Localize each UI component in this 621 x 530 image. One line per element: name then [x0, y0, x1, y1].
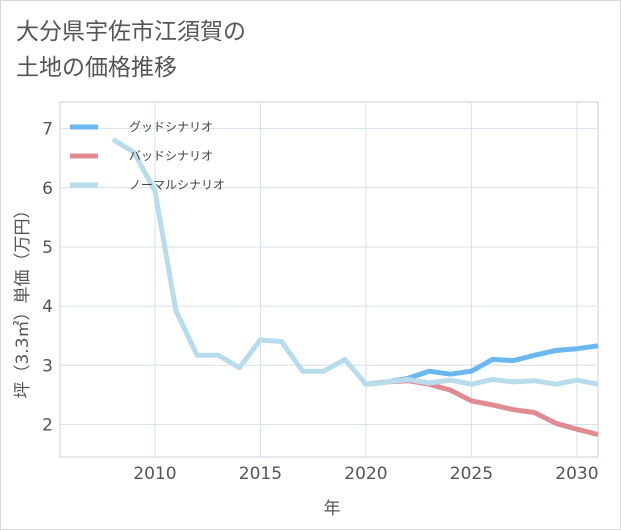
tick-labels: 2010 2015 2020 2025 2030 2 3 4 5 6 7	[42, 120, 598, 484]
legend-label-1: バッドシナリオ	[129, 149, 213, 163]
y-tick-label: 3	[42, 356, 53, 376]
series-line-2	[111, 137, 599, 387]
series-lines	[111, 137, 599, 437]
chart-title-line-2: 土地の価格推移	[16, 55, 177, 81]
x-tick-label: 2025	[450, 464, 493, 484]
y-axis-label: 坪（3.3㎡）単価（万円）	[13, 201, 33, 398]
y-tick-label: 5	[42, 238, 53, 258]
chart-title-line-1: 大分県宇佐市江須賀の	[16, 19, 246, 45]
x-tick-label: 2015	[239, 464, 282, 484]
legend-label-0: グッドシナリオ	[129, 120, 213, 134]
x-tick-label: 2020	[344, 464, 387, 484]
x-axis-label: 年	[324, 499, 341, 519]
plot-area	[59, 101, 599, 458]
y-tick-label: 4	[42, 297, 53, 317]
x-tick-label: 2030	[555, 464, 598, 484]
y-tick-label: 2	[42, 415, 53, 435]
x-tick-label: 2010	[133, 464, 176, 484]
y-tick-label: 7	[42, 120, 53, 140]
grid	[60, 102, 598, 457]
legend-label-2: ノーマルシナリオ	[129, 178, 225, 192]
chart-title: 大分県宇佐市江須賀の 土地の価格推移	[16, 14, 246, 86]
y-tick-label: 6	[42, 179, 53, 199]
